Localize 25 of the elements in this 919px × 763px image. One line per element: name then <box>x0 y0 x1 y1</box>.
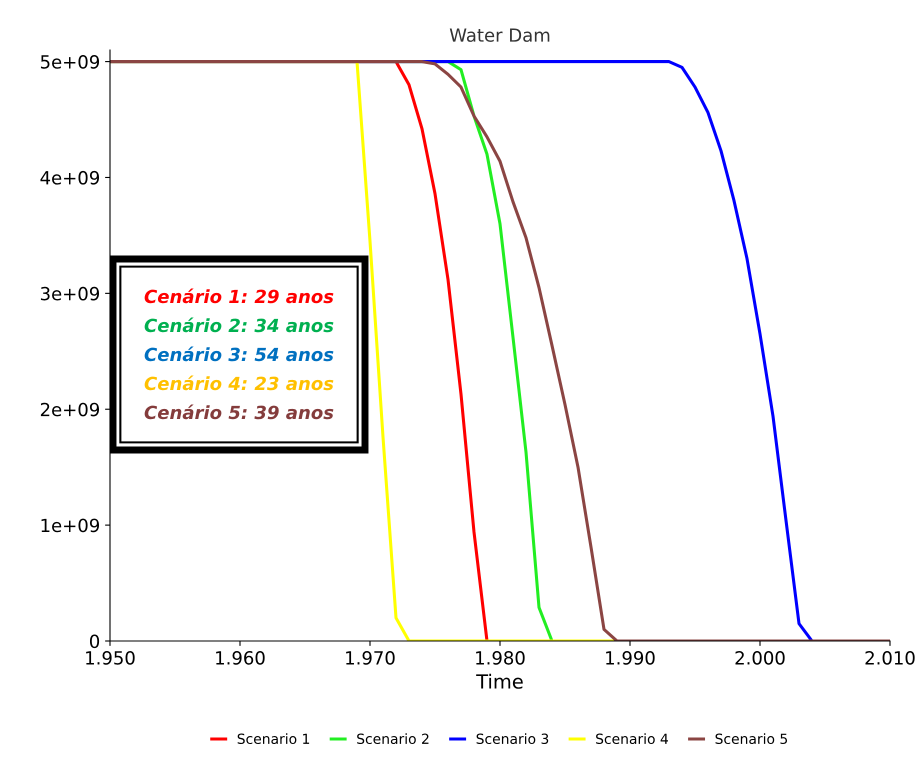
annotation: Cenário 3: 54 anos <box>144 346 334 362</box>
legend-label: Scenario 4 <box>596 733 668 744</box>
legend-label: Scenario 1 <box>238 733 310 744</box>
x-tick-label: 1.960 <box>216 651 265 665</box>
x-axis-title: Time <box>476 674 523 689</box>
y-tick-label: 3e+09 <box>40 286 100 300</box>
legend-label: Scenario 3 <box>476 733 548 744</box>
y-tick-label: 5e+09 <box>40 55 100 69</box>
y-tick-label: 1e+09 <box>42 518 100 532</box>
legend-label: Scenario 5 <box>716 733 788 744</box>
legend-label: Scenario 2 <box>357 733 428 744</box>
x-tick-label: 2.010 <box>865 651 915 665</box>
y-tick-label: 0 <box>90 634 100 648</box>
annotation: Cenário 5: 39 anos <box>144 404 334 420</box>
x-tick-label: 1.990 <box>606 651 655 665</box>
x-tick-label: 1.980 <box>476 651 525 665</box>
chart-title: Water Dam <box>450 28 550 42</box>
x-tick-label: 1.950 <box>86 651 135 665</box>
annotation: Cenário 2: 34 anos <box>144 318 334 332</box>
x-tick-label: 1.970 <box>346 651 395 665</box>
annotation: Cenário 1: 29 anos <box>144 288 334 304</box>
y-tick-label: 2e+09 <box>40 402 100 416</box>
y-tick-label: 4e+09 <box>40 170 100 185</box>
x-tick-label: 2.000 <box>735 651 785 665</box>
annotation: Cenário 4: 23 anos <box>144 376 334 390</box>
